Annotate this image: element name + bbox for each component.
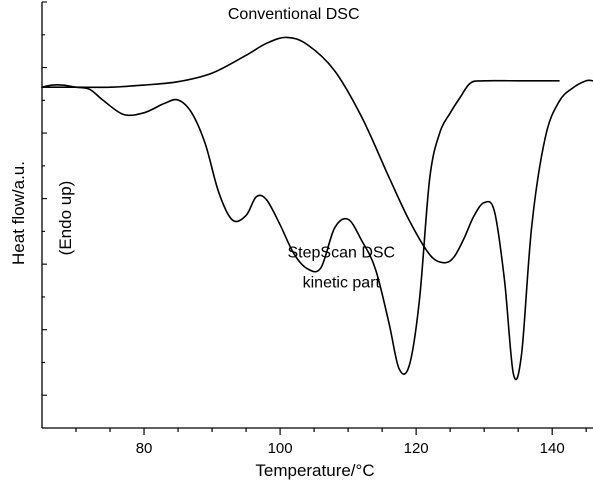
plot-frame	[41, 2, 593, 429]
x-tick-label: 100	[268, 440, 293, 457]
annotation-label: Conventional DSC	[228, 6, 360, 23]
y-axis-sublabel: (Endo up)	[56, 181, 75, 256]
x-tick-label: 80	[136, 440, 153, 457]
series-layer	[41, 36, 593, 381]
series-line-stepscan-dsc	[41, 79, 560, 375]
x-tick-label: 140	[540, 440, 565, 457]
annotation-label: kinetic part	[303, 274, 381, 291]
series-line-conventional-dsc	[41, 36, 593, 381]
y-axis-label: Heat flow/a.u.	[9, 161, 28, 265]
annotation-layer: Conventional DSC StepScan DSC kinetic part	[228, 6, 395, 291]
annotation-label: StepScan DSC	[288, 245, 396, 262]
tick-marks	[42, 1, 587, 435]
x-tick-label: 120	[404, 440, 429, 457]
x-axis-label: Temperature/°C	[255, 461, 374, 480]
x-tick-labels: 80 100 120 140	[136, 440, 565, 457]
